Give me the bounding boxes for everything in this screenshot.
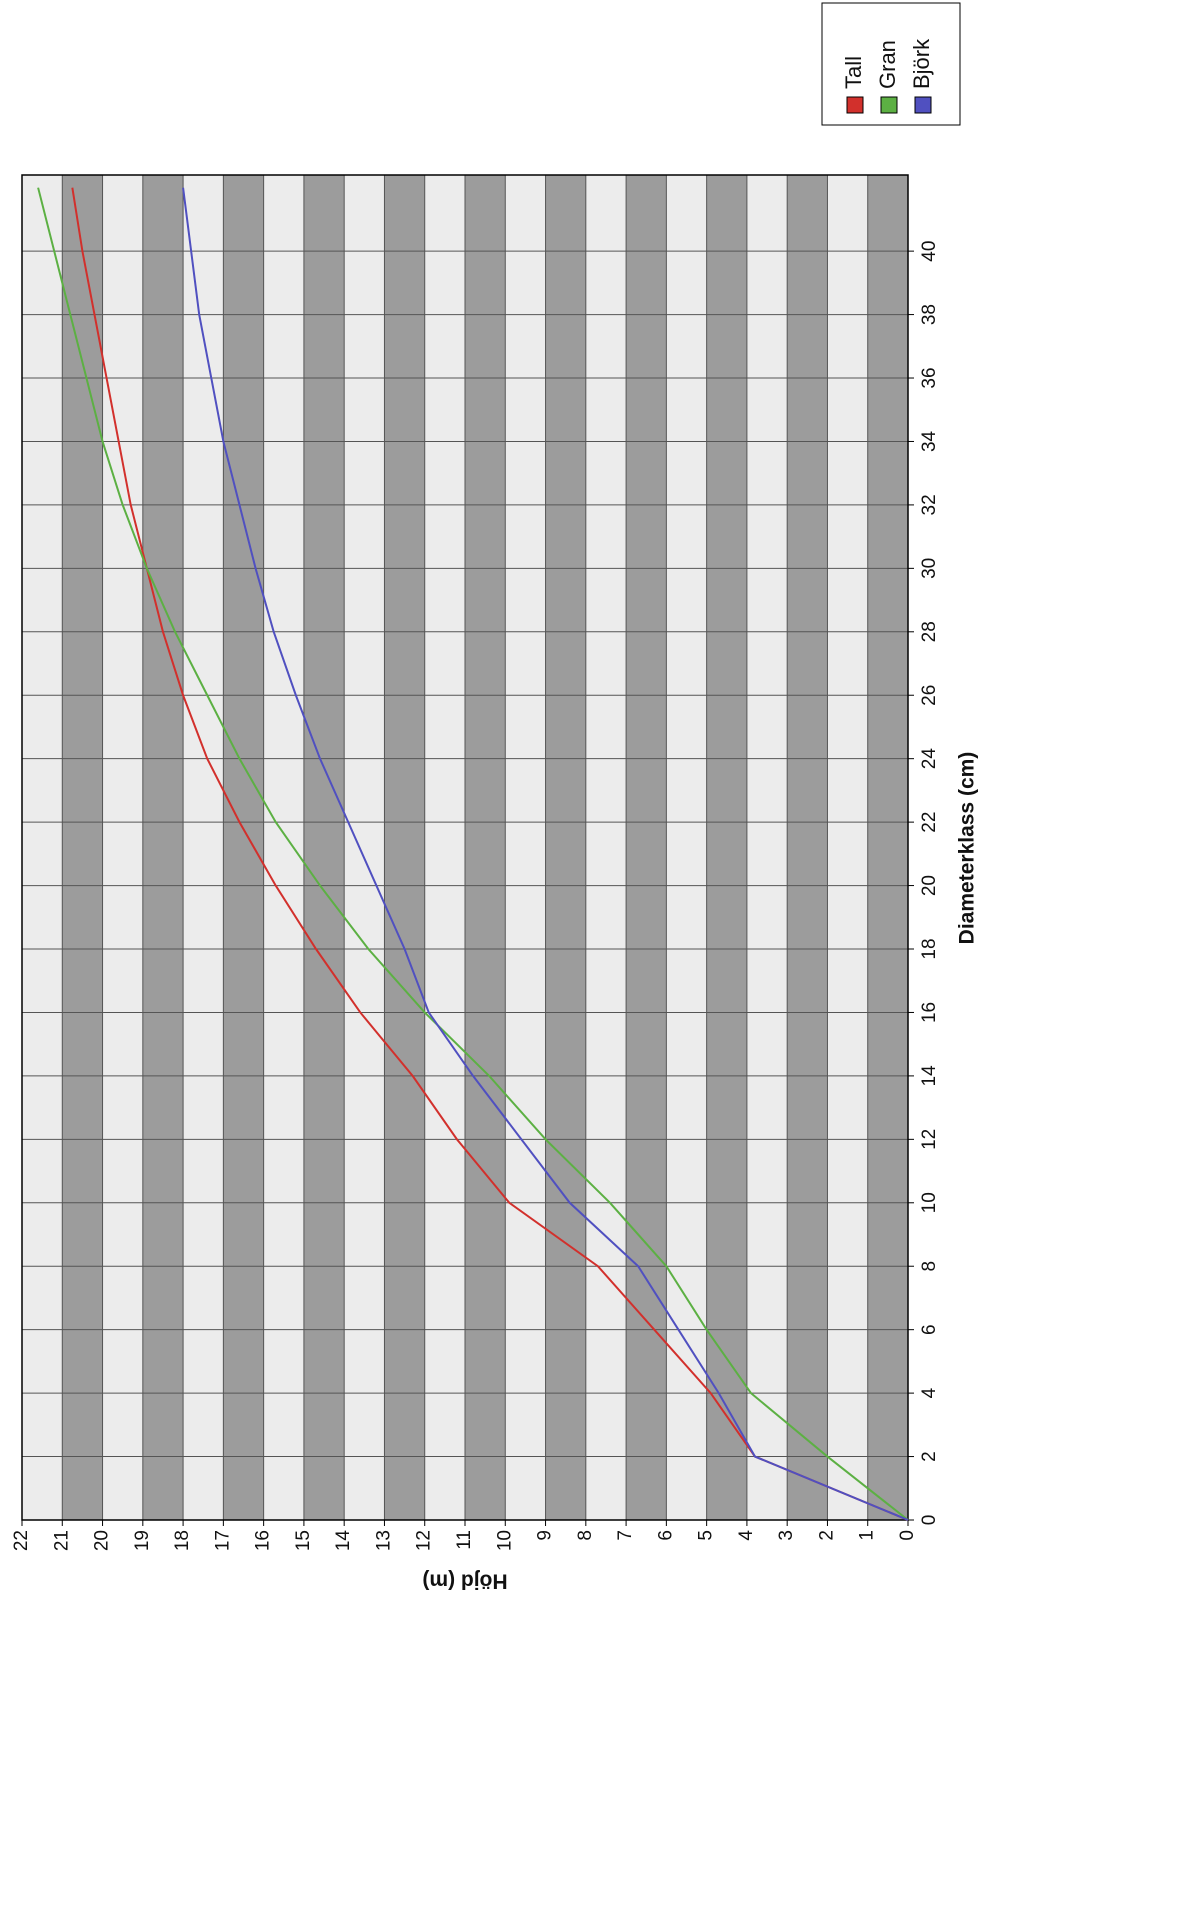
legend-swatch: [914, 96, 932, 114]
x-tick-label: 0: [919, 1515, 940, 1526]
band: [706, 175, 747, 1520]
x-tick-label: 12: [919, 1129, 940, 1150]
x-tick-label: 4: [919, 1387, 940, 1398]
y-tick-label: 5: [696, 1530, 717, 1541]
band: [62, 175, 103, 1520]
y-tick-label: 16: [253, 1530, 274, 1551]
band: [867, 175, 909, 1520]
x-tick-label: 40: [919, 241, 940, 262]
series-line: [182, 187, 909, 1521]
y-axis-title: Höjd (m): [422, 1569, 507, 1592]
y-tick-label: 22: [11, 1530, 32, 1551]
y-tick-label: 14: [333, 1530, 354, 1552]
y-tick-label: 15: [293, 1530, 314, 1551]
y-tick-label: 4: [736, 1530, 757, 1541]
y-tick-label: 9: [535, 1530, 556, 1541]
y-tick-label: 10: [494, 1530, 515, 1551]
band: [465, 175, 506, 1520]
legend-label: Gran: [875, 40, 900, 89]
x-tick-label: 26: [919, 685, 940, 706]
x-tick-label: 28: [919, 621, 940, 642]
x-tick-label: 36: [919, 367, 940, 388]
x-tick-label: 24: [919, 748, 940, 770]
y-tick-label: 11: [454, 1530, 475, 1550]
band: [384, 175, 425, 1520]
y-tick-label: 0: [897, 1530, 918, 1541]
x-tick-label: 34: [919, 430, 940, 452]
legend-swatch: [846, 96, 864, 114]
x-tick-label: 2: [919, 1451, 940, 1462]
legend-label: Björk: [909, 38, 934, 89]
legend-label: Tall: [841, 56, 866, 89]
y-tick-label: 3: [776, 1530, 797, 1541]
band: [787, 175, 828, 1520]
band: [142, 175, 184, 1520]
y-tick-label: 1: [857, 1530, 878, 1541]
series-line: [37, 187, 909, 1521]
band: [303, 175, 345, 1520]
x-tick-label: 20: [919, 875, 940, 896]
x-tick-label: 16: [919, 1002, 940, 1023]
band: [626, 175, 667, 1520]
legend-swatch: [880, 96, 898, 114]
plot-border: [21, 174, 909, 1521]
y-tick-label: 18: [172, 1530, 193, 1551]
y-tick-label: 2: [816, 1530, 837, 1541]
x-tick-label: 6: [919, 1324, 940, 1335]
x-tick-label: 8: [919, 1261, 940, 1272]
y-tick-label: 19: [132, 1530, 153, 1551]
y-tick-label: 17: [212, 1530, 233, 1551]
band: [223, 175, 264, 1520]
y-tick-label: 12: [414, 1530, 435, 1551]
y-tick-label: 8: [575, 1530, 596, 1541]
x-tick-label: 18: [919, 938, 940, 959]
x-tick-label: 38: [919, 304, 940, 325]
x-axis-title: Diameterklass (cm): [956, 752, 979, 945]
x-tick-label: 32: [919, 494, 940, 515]
x-tick-label: 22: [919, 812, 940, 833]
y-tick-label: 20: [92, 1530, 113, 1551]
rotated-chart: Diameterklass (cm) Höjd (m) 012345678910…: [11, 2, 979, 1592]
x-tick-label: 30: [919, 558, 940, 579]
legend-box: [821, 2, 961, 126]
y-tick-label: 13: [373, 1530, 394, 1551]
y-tick-label: 21: [51, 1530, 72, 1551]
series-line: [71, 187, 909, 1521]
x-tick-label: 10: [919, 1192, 940, 1213]
y-tick-label: 7: [615, 1530, 636, 1541]
band: [545, 175, 586, 1520]
x-tick-label: 14: [919, 1065, 940, 1087]
y-tick-label: 6: [655, 1530, 676, 1541]
